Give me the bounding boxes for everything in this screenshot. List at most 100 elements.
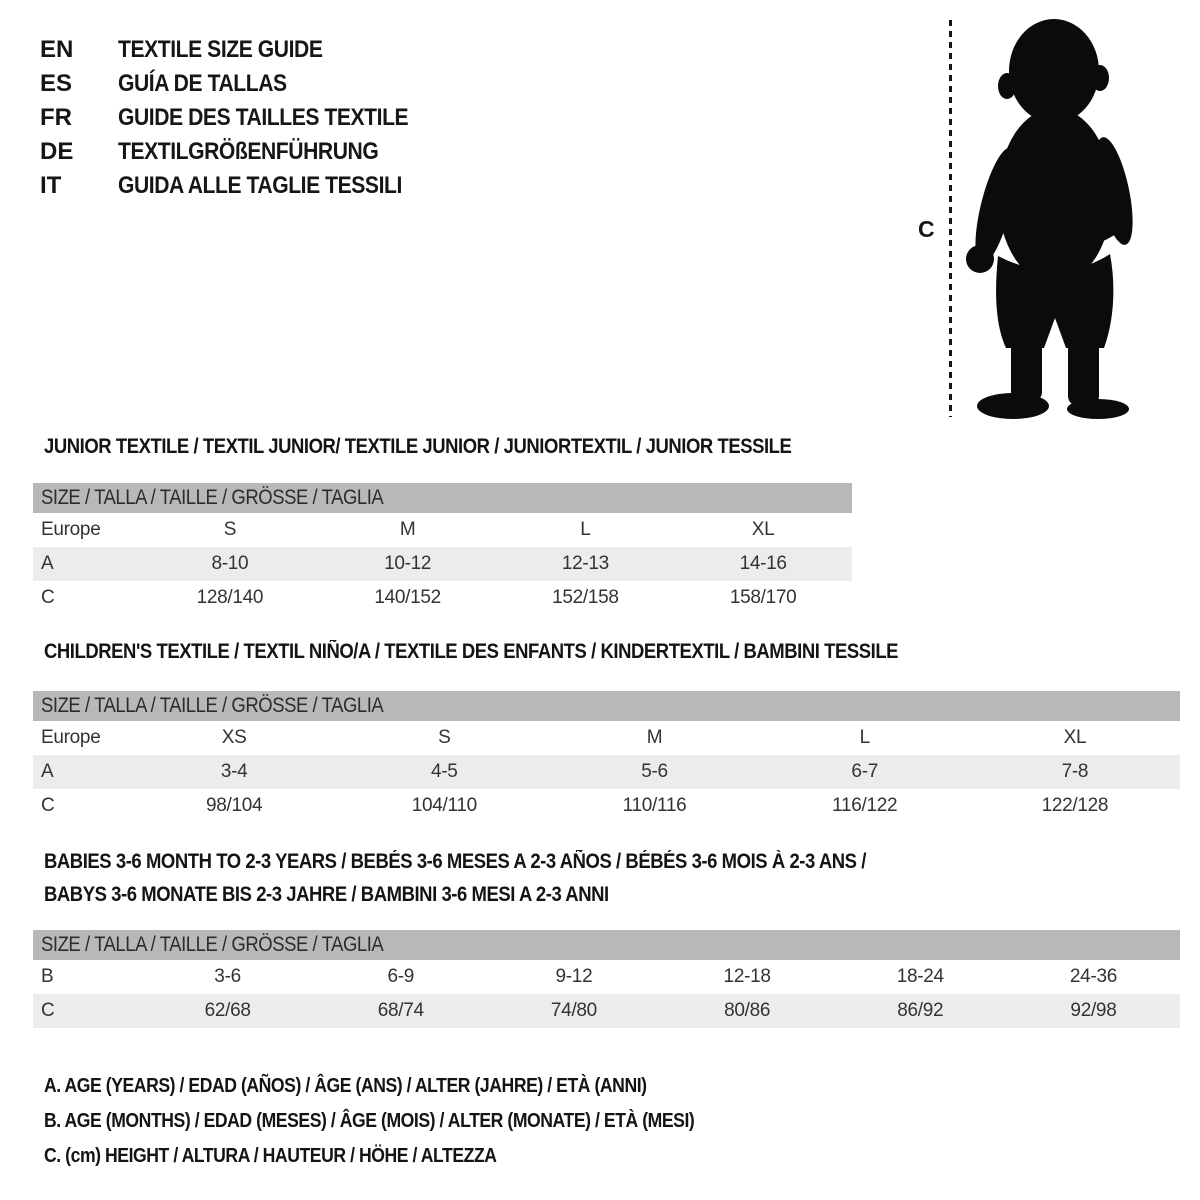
table-cell: 3-6 xyxy=(214,966,241,987)
size-table-header: SIZE / TALLA / TAILLE / GRÖSSE / TAGLIA xyxy=(33,691,1180,721)
table-cell: 10-12 xyxy=(384,553,432,574)
table-row: C 98/104 104/110 110/116 116/122 122/128 xyxy=(33,789,1180,823)
legend-age-years-text: A. AGE (YEARS) / EDAD (AÑOS) / ÂGE (ANS)… xyxy=(44,1075,647,1097)
language-title: TEXTILGRÖßENFÜHRUNG xyxy=(118,138,414,166)
language-title-text: TEXTILGRÖßENFÜHRUNG xyxy=(118,138,379,165)
table-cell: 5-6 xyxy=(641,761,668,782)
table-cell: 6-9 xyxy=(387,966,415,987)
row-label: C xyxy=(41,1000,55,1021)
table-cell: 62/68 xyxy=(204,1000,251,1021)
table-cell: 110/116 xyxy=(622,795,687,816)
table-cell: M xyxy=(646,727,663,748)
table-cell: 24-36 xyxy=(1069,966,1117,987)
row-label: Europe xyxy=(41,727,101,748)
size-table-header: SIZE / TALLA / TAILLE / GRÖSSE / TAGLIA xyxy=(33,483,852,513)
height-measure-label: C xyxy=(918,216,935,242)
legend-age-months-text: B. AGE (MONTHS) / EDAD (MESES) / ÂGE (MO… xyxy=(44,1110,695,1132)
row-label: Europe xyxy=(41,519,101,540)
legend-age-years: A. AGE (YEARS) / EDAD (AÑOS) / ÂGE (ANS)… xyxy=(44,1075,729,1097)
language-title-text: GUIDA ALLE TAGLIE TESSILI xyxy=(118,172,402,199)
size-table-header: SIZE / TALLA / TAILLE / GRÖSSE / TAGLIA xyxy=(33,930,1180,960)
table-row: Europe S M L XL xyxy=(33,513,852,547)
table-cell: S xyxy=(223,519,237,540)
language-row: EN TEXTILE SIZE GUIDE xyxy=(40,33,448,67)
table-cell: 122/128 xyxy=(1041,795,1109,816)
table-cell: 140/152 xyxy=(374,587,441,608)
legend-height-cm-text: C. (cm) HEIGHT / ALTURA / HAUTEUR / HÖHE… xyxy=(44,1145,497,1167)
table-cell: 4-5 xyxy=(431,761,458,782)
table-cell: 98/104 xyxy=(205,795,263,816)
table-cell: M xyxy=(399,519,416,540)
table-row: A 8-10 10-12 12-13 14-16 xyxy=(33,547,852,581)
row-label: B xyxy=(41,966,54,987)
table-cell: 74/80 xyxy=(550,1000,597,1021)
language-row: IT GUIDA ALLE TAGLIE TESSILI xyxy=(40,169,448,203)
table-cell: 128/140 xyxy=(196,587,264,608)
height-measure-dashed-line xyxy=(949,20,952,417)
junior-section-title: JUNIOR TEXTILE / TEXTIL JUNIOR/ TEXTILE … xyxy=(44,436,893,458)
row-label: C xyxy=(41,587,55,608)
toddler-silhouette-icon xyxy=(966,19,1133,419)
language-title: TEXTILE SIZE GUIDE xyxy=(118,36,350,64)
children-section-title-text: CHILDREN'S TEXTILE / TEXTIL NIÑO/A / TEX… xyxy=(44,640,899,663)
table-cell: S xyxy=(438,727,451,748)
language-title-text: GUIDE DES TAILLES TEXTILE xyxy=(118,104,409,131)
babies-section-title-line1: BABIES 3-6 MONTH TO 2-3 YEARS / BEBÉS 3-… xyxy=(44,851,978,873)
size-table-header-text: SIZE / TALLA / TAILLE / GRÖSSE / TAGLIA xyxy=(41,694,384,717)
language-row: ES GUÍA DE TALLAS xyxy=(40,67,448,101)
table-cell: 92/98 xyxy=(1070,1000,1117,1021)
table-cell: 14-16 xyxy=(739,553,787,574)
table-cell: 152/158 xyxy=(552,587,619,608)
table-cell: 6-7 xyxy=(851,761,878,782)
language-code: FR xyxy=(40,104,72,131)
legend-age-months: B. AGE (MONTHS) / EDAD (MESES) / ÂGE (MO… xyxy=(44,1110,783,1132)
table-cell: 18-24 xyxy=(896,966,944,987)
language-code: EN xyxy=(40,36,74,63)
table-cell: 116/122 xyxy=(832,795,898,816)
children-size-table: SIZE / TALLA / TAILLE / GRÖSSE / TAGLIA … xyxy=(33,691,1180,823)
babies-section-title-line2: BABYS 3-6 MONATE BIS 2-3 JAHRE / BAMBINI… xyxy=(44,884,686,906)
table-cell: 12-18 xyxy=(723,966,771,987)
table-cell: L xyxy=(859,727,871,748)
language-title-text: GUÍA DE TALLAS xyxy=(118,70,287,97)
table-cell: 12-13 xyxy=(561,553,609,574)
language-row: DE TEXTILGRÖßENFÜHRUNG xyxy=(40,135,448,169)
children-section-title: CHILDREN'S TEXTILE / TEXTIL NIÑO/A / TEX… xyxy=(44,641,1015,663)
babies-size-table: SIZE / TALLA / TAILLE / GRÖSSE / TAGLIA … xyxy=(33,930,1180,1028)
language-code: DE xyxy=(40,138,74,165)
table-cell: XS xyxy=(221,727,247,748)
junior-section-title-text: JUNIOR TEXTILE / TEXTIL JUNIOR/ TEXTILE … xyxy=(44,435,792,458)
table-row: C 128/140 140/152 152/158 158/170 xyxy=(33,581,852,615)
table-row: A 3-4 4-5 5-6 6-7 7-8 xyxy=(33,755,1180,789)
table-cell: 80/86 xyxy=(724,1000,771,1021)
size-table-header-text: SIZE / TALLA / TAILLE / GRÖSSE / TAGLIA xyxy=(41,933,384,956)
language-row: FR GUIDE DES TAILLES TEXTILE xyxy=(40,101,448,135)
language-code: IT xyxy=(40,172,62,199)
row-label: C xyxy=(41,795,55,816)
language-title: GUÍA DE TALLAS xyxy=(118,70,310,98)
language-title-text: TEXTILE SIZE GUIDE xyxy=(118,36,323,63)
table-row: Europe XS S M L XL xyxy=(33,721,1180,755)
table-cell: 86/92 xyxy=(897,1000,944,1021)
table-cell: 9-12 xyxy=(555,966,593,987)
table-cell: 158/170 xyxy=(729,587,797,608)
table-cell: L xyxy=(580,519,591,540)
table-cell: XL xyxy=(751,519,775,540)
legend-height-cm: C. (cm) HEIGHT / ALTURA / HAUTEUR / HÖHE… xyxy=(44,1145,558,1167)
row-label: A xyxy=(41,553,54,574)
junior-size-table: SIZE / TALLA / TAILLE / GRÖSSE / TAGLIA … xyxy=(33,483,852,615)
table-cell: 3-4 xyxy=(220,761,248,782)
row-label: A xyxy=(41,761,54,782)
language-list: EN TEXTILE SIZE GUIDE ES GUÍA DE TALLAS … xyxy=(40,33,448,203)
table-cell: 68/74 xyxy=(377,1000,424,1021)
babies-section-title-line1-text: BABIES 3-6 MONTH TO 2-3 YEARS / BEBÉS 3-… xyxy=(44,850,866,873)
table-cell: 104/110 xyxy=(411,795,477,816)
size-table-header-text: SIZE / TALLA / TAILLE / GRÖSSE / TAGLIA xyxy=(41,486,384,509)
language-title: GUIDA ALLE TAGLIE TESSILI xyxy=(118,172,441,200)
language-code: ES xyxy=(40,70,73,97)
babies-section-title-line2-text: BABYS 3-6 MONATE BIS 2-3 JAHRE / BAMBINI… xyxy=(44,883,609,906)
table-cell: 8-10 xyxy=(211,553,249,574)
table-row: B 3-6 6-9 9-12 12-18 18-24 24-36 xyxy=(33,960,1180,994)
table-row: C 62/68 68/74 74/80 80/86 86/92 92/98 xyxy=(33,994,1180,1028)
